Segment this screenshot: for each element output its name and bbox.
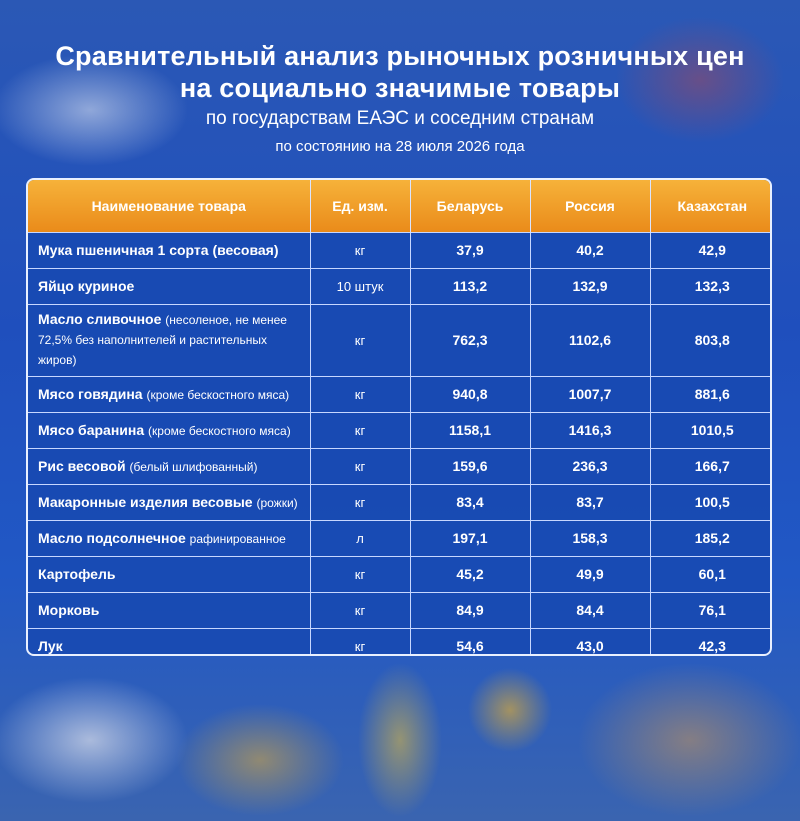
product-name: Мясо баранина xyxy=(38,422,145,438)
table-row: Яйцо куриное 10 штук 113,2 132,9 132,3 xyxy=(28,267,770,304)
product-note: (рожки) xyxy=(256,496,298,510)
unit-cell: кг xyxy=(310,555,411,592)
price-russia-cell: 1102,6 xyxy=(530,303,651,376)
date-label: по состоянию на 28 июля 2026 года xyxy=(275,138,525,155)
unit-cell: л xyxy=(310,519,411,556)
table-row: Мука пшеничная 1 сорта (весовая) кг 37,9 40… xyxy=(28,231,770,268)
unit-cell: кг xyxy=(310,231,411,268)
product-name-cell: Макаронные изделия весовые (рожки) xyxy=(28,483,311,520)
price-kazakhstan-cell: 132,3 xyxy=(650,267,770,304)
price-kazakhstan-cell: 803,8 xyxy=(650,303,770,376)
price-belarus-cell: 113,2 xyxy=(410,267,531,304)
product-name-cell: Лук xyxy=(28,627,311,655)
product-name-cell: Мясо говядина (кроме бескостного мяса) xyxy=(28,375,311,412)
price-belarus-cell: 45,2 xyxy=(410,555,531,592)
unit-cell: 10 штук xyxy=(310,267,411,304)
product-name: Масло сливочное xyxy=(38,311,162,327)
table-row: Масло сливочное (несоленое, не менее 72,… xyxy=(28,303,770,376)
unit-cell: кг xyxy=(310,411,411,448)
subtitle: по государствам ЕАЭС и соседним странам xyxy=(205,108,595,129)
unit-cell: кг xyxy=(310,483,411,520)
price-belarus-cell: 83,4 xyxy=(410,483,531,520)
table-header-row: Наименование товара Ед. изм. Беларусь Ро… xyxy=(28,180,770,232)
product-note: (кроме бескостного мяса) xyxy=(148,424,291,438)
price-russia-cell: 236,3 xyxy=(530,447,651,484)
unit-cell: кг xyxy=(310,591,411,628)
column-header-unit: Ед. изм. xyxy=(310,180,411,232)
price-belarus-cell: 54,6 xyxy=(410,627,531,654)
price-russia-cell: 84,4 xyxy=(530,591,651,628)
price-russia-cell: 83,7 xyxy=(530,483,651,520)
product-name-cell: Мясо баранина (кроме бескостного мяса) xyxy=(28,411,311,448)
column-header-russia: Россия xyxy=(530,180,651,232)
column-header-belarus: Беларусь xyxy=(410,180,531,232)
product-note: (белый шлифованный) xyxy=(129,460,258,474)
product-note: (кроме бескостного мяса) xyxy=(146,388,290,402)
product-name: Рис весовой xyxy=(38,458,126,474)
price-russia-cell: 1007,7 xyxy=(530,375,651,412)
column-header-product: Наименование товара xyxy=(28,180,311,232)
price-belarus-cell: 762,3 xyxy=(410,303,531,376)
product-name-cell: Рис весовой (белый шлифованный) xyxy=(28,447,311,484)
product-name-cell: Картофель xyxy=(28,555,311,592)
product-name: Морковь xyxy=(38,602,100,618)
product-name-cell: Морковь xyxy=(28,591,311,628)
product-name: Лук xyxy=(38,638,63,655)
table-row: Картофель кг 45,2 49,9 60,1 xyxy=(28,555,770,592)
product-name-cell: Масло подсолнечное рафинированное xyxy=(28,519,311,556)
price-kazakhstan-cell: 881,6 xyxy=(650,375,770,412)
price-belarus-cell: 197,1 xyxy=(410,519,531,556)
price-kazakhstan-cell: 60,1 xyxy=(650,555,770,592)
product-name: Мука пшеничная 1 сорта (весовая) xyxy=(38,242,279,258)
unit-cell: кг xyxy=(310,375,411,412)
product-name: Мясо говядина xyxy=(38,386,143,402)
price-kazakhstan-cell: 42,3 xyxy=(650,627,770,654)
product-name: Масло подсолнечное xyxy=(38,530,186,546)
product-name-cell: Яйцо куриное xyxy=(28,267,311,304)
product-note: рафинированное xyxy=(189,532,286,546)
price-belarus-cell: 37,9 xyxy=(410,231,531,268)
table-row: Лук кг 54,6 43,0 42,3 xyxy=(28,627,770,655)
price-table: Наименование товара Ед. изм. Беларусь Ро… xyxy=(28,180,770,655)
title-line-2: на социально значимые товары xyxy=(179,73,621,103)
unit-cell: кг xyxy=(310,303,411,376)
product-note: (несоленое, не менее 72,5% без наполните… xyxy=(38,313,287,367)
price-kazakhstan-cell: 166,7 xyxy=(650,447,770,484)
price-russia-cell: 1416,3 xyxy=(530,411,651,448)
table-body: Мука пшеничная 1 сорта (весовая) кг 37,9 40… xyxy=(28,231,770,655)
price-kazakhstan-cell: 100,5 xyxy=(650,483,770,520)
table-row: Рис весовой (белый шлифованный) кг 159,6 23… xyxy=(28,447,770,484)
column-header-kazakhstan: Казахстан xyxy=(650,180,770,232)
price-russia-cell: 158,3 xyxy=(530,519,651,556)
table-row: Мясо говядина (кроме бескостного мяса) кг… xyxy=(28,375,770,412)
product-name: Макаронные изделия весовые xyxy=(38,494,253,510)
product-name-cell: Масло сливочное (несоленое, не менее 72,… xyxy=(28,303,311,376)
price-belarus-cell: 159,6 xyxy=(410,447,531,484)
header: Сравнительный анализ рыночных розничных … xyxy=(0,40,800,158)
price-russia-cell: 43,0 xyxy=(530,627,651,654)
price-belarus-cell: 1158,1 xyxy=(410,411,531,448)
table-row: Морковь кг 84,9 84,4 76,1 xyxy=(28,591,770,628)
price-kazakhstan-cell: 1010,5 xyxy=(650,411,770,448)
price-russia-cell: 132,9 xyxy=(530,267,651,304)
title-line-1: Сравнительный анализ рыночных розничных … xyxy=(55,41,745,71)
price-kazakhstan-cell: 42,9 xyxy=(650,231,770,268)
product-name: Картофель xyxy=(38,566,116,582)
price-russia-cell: 49,9 xyxy=(530,555,651,592)
price-kazakhstan-cell: 76,1 xyxy=(650,591,770,628)
price-belarus-cell: 940,8 xyxy=(410,375,531,412)
product-name: Яйцо куриное xyxy=(38,278,135,294)
table-row: Макаронные изделия весовые (рожки) кг 83,4… xyxy=(28,483,770,520)
price-kazakhstan-cell: 185,2 xyxy=(650,519,770,556)
table-row: Масло подсолнечное рафинированное л 197,1 1… xyxy=(28,519,770,556)
price-table-container: Наименование товара Ед. изм. Беларусь Ро… xyxy=(26,178,772,656)
price-russia-cell: 40,2 xyxy=(530,231,651,268)
unit-cell: кг xyxy=(310,447,411,484)
table-row: Мясо баранина (кроме бескостного мяса) кг… xyxy=(28,411,770,448)
product-name-cell: Мука пшеничная 1 сорта (весовая) xyxy=(28,231,311,268)
unit-cell: кг xyxy=(310,627,411,654)
price-belarus-cell: 84,9 xyxy=(410,591,531,628)
